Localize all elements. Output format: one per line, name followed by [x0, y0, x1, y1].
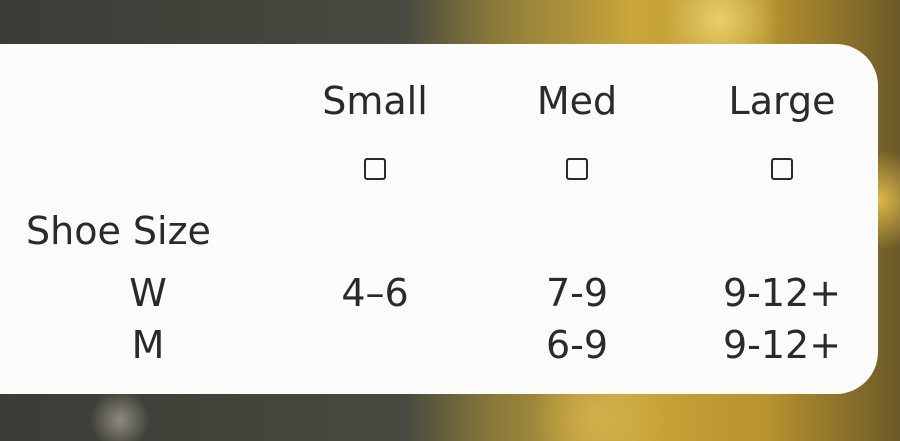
row-header-shoe-size: Shoe Size: [26, 209, 211, 253]
cell-w-med: 7-9: [545, 271, 609, 315]
cell-w-large: 9-12+: [722, 271, 842, 315]
checkbox-med[interactable]: [566, 158, 588, 180]
cell-m-med: 6-9: [545, 323, 609, 367]
checkbox-large[interactable]: [771, 158, 793, 180]
checkbox-small[interactable]: [364, 158, 386, 180]
row-label-m: M: [131, 323, 165, 367]
column-small: Small: [322, 79, 428, 123]
cell-w-small: 4–6: [341, 271, 409, 315]
row-label-w: W: [129, 271, 167, 315]
cell-m-large: 9-12+: [722, 323, 842, 367]
column-large: Large: [728, 79, 836, 123]
column-med: Med: [536, 79, 618, 123]
size-chart-panel: [0, 44, 878, 394]
